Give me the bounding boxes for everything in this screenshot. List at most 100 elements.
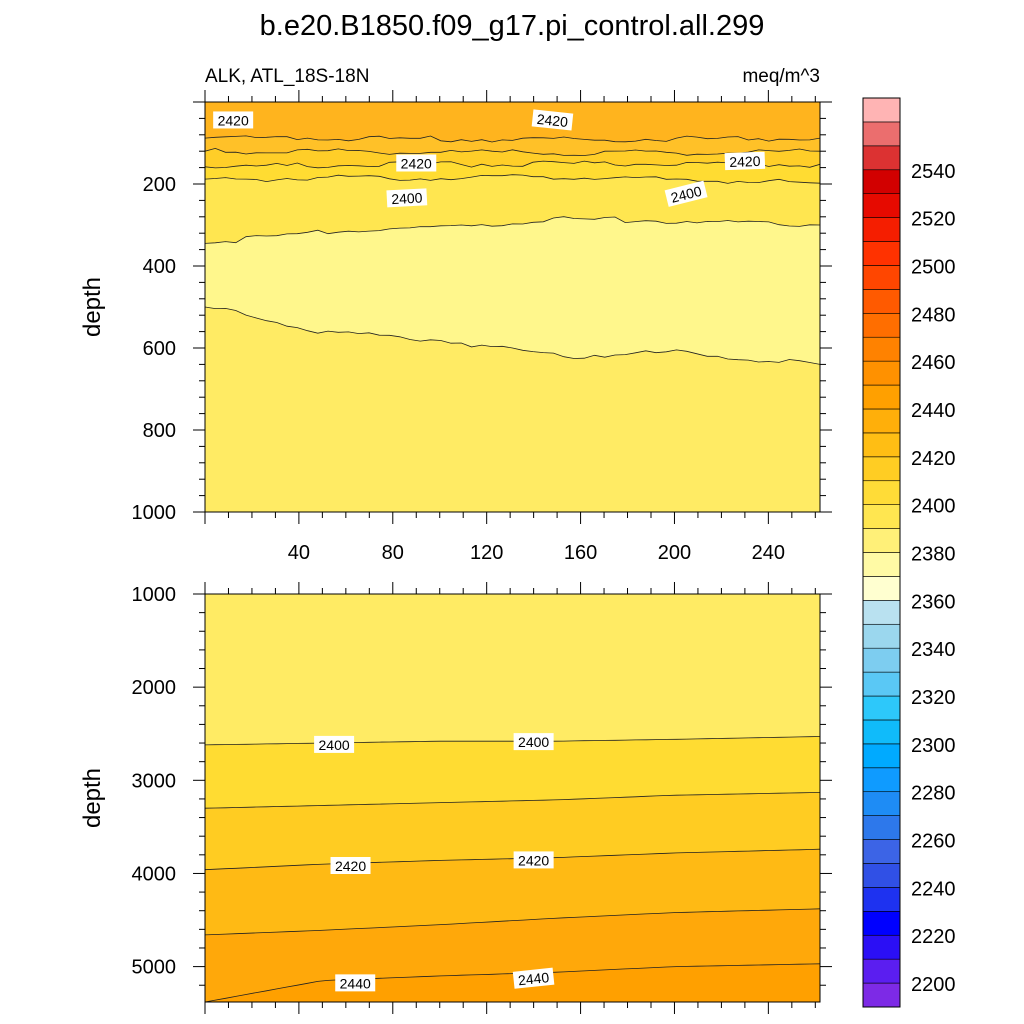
colorbar-label: 2500 xyxy=(911,256,956,278)
colorbar-box xyxy=(862,791,901,816)
contour-fills xyxy=(205,102,820,512)
contour-label-text: 2420 xyxy=(536,111,569,130)
colorbar-box xyxy=(862,504,901,529)
left-subtitle: ALK, ATL_18S-18N xyxy=(205,66,369,87)
colorbar-label: 2340 xyxy=(911,639,956,661)
colorbar-box xyxy=(862,623,901,649)
contour-label: 2400 xyxy=(664,180,708,207)
colorbar-box xyxy=(862,336,901,362)
y-tick-label: 3000 xyxy=(132,770,177,792)
contour-label-bg xyxy=(513,733,554,751)
colorbar-label: 2480 xyxy=(911,304,956,326)
y-axis-label: depth xyxy=(79,277,106,337)
contour-label-text: 2420 xyxy=(518,852,549,868)
contour-line xyxy=(205,135,820,143)
contour-line xyxy=(205,216,820,244)
contour-label: 2420 xyxy=(213,111,254,129)
x-tick-label: 200 xyxy=(658,542,691,564)
chart-title: b.e20.B1850.f09_g17.pi_control.all.299 xyxy=(260,10,765,42)
contour-label-bg xyxy=(664,180,708,207)
contour-label-text: 2440 xyxy=(340,975,371,991)
contour-label-bg xyxy=(330,857,371,874)
contour-label-bg xyxy=(396,154,437,172)
y-tick-label: 2000 xyxy=(132,677,177,699)
panel-frame xyxy=(204,593,821,1003)
contour-label-bg xyxy=(531,109,574,131)
colorbar-box xyxy=(862,647,901,673)
x-tick-label: 80 xyxy=(382,542,404,564)
colorbar-box xyxy=(862,97,901,123)
contour-line xyxy=(205,792,820,809)
contour-label-text: 2400 xyxy=(669,183,703,206)
colorbar-label: 2360 xyxy=(911,591,956,613)
colorbar-box xyxy=(862,934,901,960)
contour-line xyxy=(205,160,820,169)
y-tick-label: 600 xyxy=(143,338,176,360)
colorbar-box xyxy=(862,456,901,482)
colorbar-box xyxy=(862,289,901,314)
contour-label: 2400 xyxy=(386,188,428,208)
colorbar-box xyxy=(862,432,901,458)
contour-label-text: 2400 xyxy=(518,734,549,750)
colorbar-label: 2400 xyxy=(911,496,956,518)
y-tick-label: 200 xyxy=(143,174,176,196)
contour-label: 2420 xyxy=(724,151,766,171)
colorbar-label: 2260 xyxy=(911,831,956,853)
colorbar-box xyxy=(862,193,901,218)
colorbar-label: 2220 xyxy=(911,926,956,948)
x-tick-label: 160 xyxy=(564,542,597,564)
y-tick-label: 800 xyxy=(143,420,176,442)
contour-label-text: 2440 xyxy=(517,969,550,988)
x-tick-label: 120 xyxy=(470,542,503,564)
contour-label: 2400 xyxy=(513,733,554,751)
contour-band-2390-2400 xyxy=(205,594,820,746)
colorbar-box xyxy=(862,982,901,1008)
contour-label: 2420 xyxy=(396,154,437,172)
colorbar-box xyxy=(862,958,901,984)
contour-label-text: 2420 xyxy=(401,156,432,172)
contour-line xyxy=(205,174,820,184)
contour-line xyxy=(205,736,820,746)
contour-fills xyxy=(205,594,820,1002)
panel-frame xyxy=(204,101,821,513)
colorbar-label: 2300 xyxy=(911,735,956,757)
contour-lines xyxy=(205,135,820,365)
contour-label: 2440 xyxy=(335,974,376,992)
x-tick-label: 40 xyxy=(288,542,310,564)
colorbar-label: 2520 xyxy=(911,209,956,231)
contour-line xyxy=(205,147,820,156)
colorbar-label: 2460 xyxy=(911,352,956,374)
colorbar-frame xyxy=(862,97,901,1008)
colorbar-box xyxy=(862,815,901,840)
y-tick-label: 1000 xyxy=(132,502,177,524)
contour-label-bg xyxy=(724,151,766,171)
colorbar-box xyxy=(862,600,901,625)
colorbar-label: 2380 xyxy=(911,544,956,566)
contour-label-text: 2420 xyxy=(335,858,366,874)
contour-label-bg xyxy=(513,851,554,869)
colorbar-box xyxy=(862,145,901,171)
colorbar-label: 2240 xyxy=(911,878,956,900)
y-axis-label: depth xyxy=(79,768,106,828)
colorbar-box xyxy=(862,887,901,912)
colorbar-box xyxy=(862,265,901,290)
colorbar-box xyxy=(862,767,901,793)
colorbar-box xyxy=(862,719,901,745)
contour-label-bg xyxy=(213,111,254,129)
colorbar-label: 2320 xyxy=(911,687,956,709)
colorbar-box xyxy=(862,528,901,553)
contour-label-text: 2400 xyxy=(391,190,423,208)
colorbar-box xyxy=(862,217,901,242)
colorbar-box xyxy=(862,576,901,601)
contour-label-text: 2400 xyxy=(319,737,350,753)
contour-label-text: 2420 xyxy=(729,153,761,170)
y-tick-label: 5000 xyxy=(132,957,177,979)
colorbar-box xyxy=(862,408,901,434)
colorbar-label: 2420 xyxy=(911,448,956,470)
contour-label-bg xyxy=(386,188,428,208)
contour-line xyxy=(205,848,820,871)
colorbar-box xyxy=(862,839,901,864)
contour-label-bg xyxy=(314,735,355,753)
contour-label: 2440 xyxy=(512,967,555,989)
y-tick-label: 4000 xyxy=(132,863,177,885)
